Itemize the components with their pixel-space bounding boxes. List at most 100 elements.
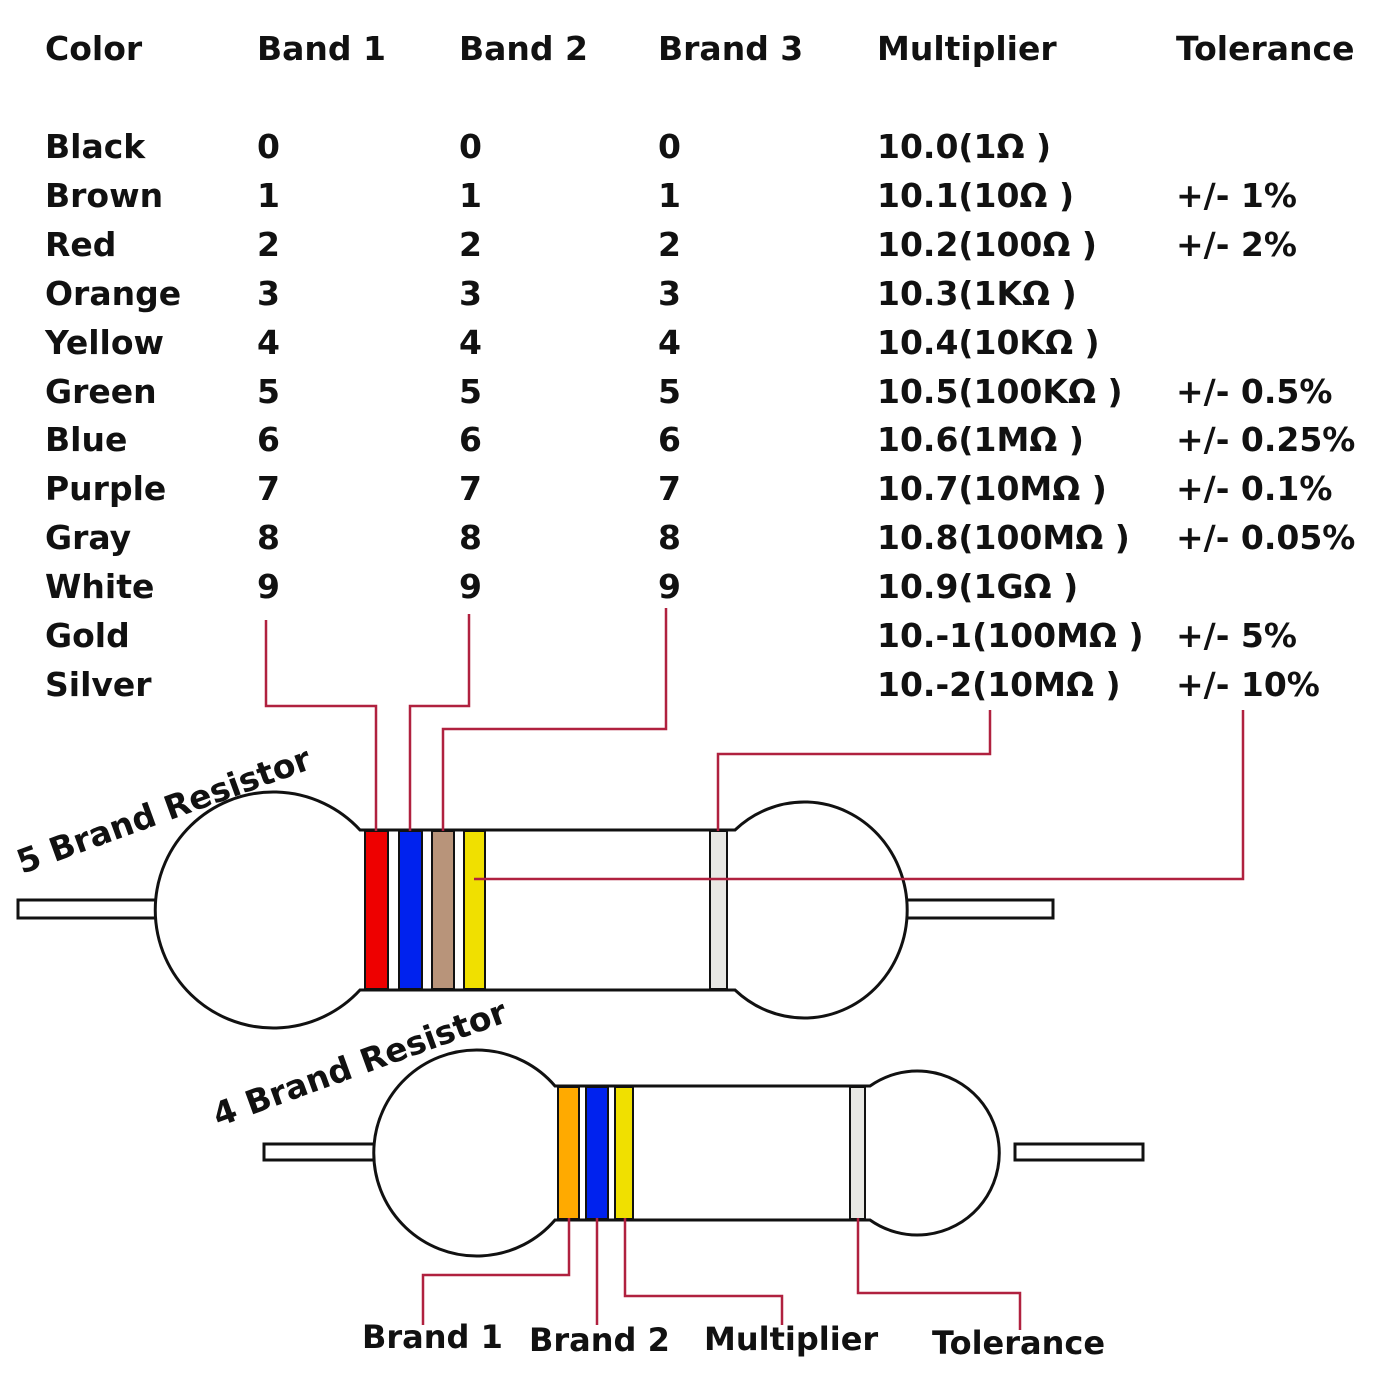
- multiplier-cell: 10.1(10Ω ): [877, 176, 1074, 215]
- band-1-cell: 5: [257, 372, 280, 411]
- band-1-cell: 2: [257, 225, 280, 264]
- multiplier-band: [614, 1086, 634, 1220]
- table-row: Orange 3 3 3 10.3(1KΩ ): [45, 274, 1077, 313]
- tolerance-cell: +/- 10%: [1176, 665, 1320, 704]
- connector-multiplier: [716, 710, 992, 831]
- color-cell: White: [45, 567, 154, 606]
- tolerance-cell: +/- 1%: [1176, 176, 1297, 215]
- header-color: Color: [45, 29, 143, 68]
- band-3-cell: 6: [658, 420, 681, 459]
- band-2-cell: 6: [459, 420, 482, 459]
- color-cell: Yellow: [44, 323, 164, 362]
- band-1-cell: 8: [257, 518, 280, 557]
- multiplier-band: [463, 830, 486, 990]
- tolerance-cell: +/- 0.25%: [1176, 420, 1355, 459]
- multiplier-cell: 10.2(100Ω ): [877, 225, 1097, 264]
- table-row: Silver 10.-2(10MΩ ) +/- 10%: [45, 665, 1320, 704]
- table-row: Yellow 4 4 4 10.4(10KΩ ): [44, 323, 1100, 362]
- multiplier-cell: 10.5(100KΩ ): [877, 372, 1123, 411]
- resistor-body: [153, 790, 909, 1030]
- tolerance-cell: +/- 2%: [1176, 225, 1297, 264]
- table-row: Brown 1 1 1 10.1(10Ω ) +/- 1%: [45, 176, 1297, 215]
- header-multiplier: Multiplier: [877, 29, 1057, 68]
- tolerance-band: [709, 830, 728, 990]
- color-cell: Orange: [45, 274, 181, 313]
- table-row: Blue 6 6 6 10.6(1MΩ ) +/- 0.25%: [45, 420, 1355, 459]
- four-band-resistor: 4 Brand Resistor: [207, 992, 1145, 1258]
- band-2-cell: 4: [459, 323, 482, 362]
- tolerance-band: [849, 1086, 866, 1220]
- band-2-blue: [398, 830, 423, 990]
- header-band-2: Band 2: [459, 29, 588, 68]
- multiplier-cell: 10.4(10KΩ ): [877, 323, 1100, 362]
- connector-multiplier-4band: [623, 1218, 784, 1325]
- right-lead-wire: [1013, 1142, 1145, 1162]
- band-3-brown: [431, 830, 455, 990]
- five-band-resistor: 5 Brand Resistor: [11, 739, 1055, 1030]
- connector-lines: [264, 608, 1245, 1330]
- band-2-cell: 3: [459, 274, 482, 313]
- tolerance-cell: +/- 5%: [1176, 616, 1297, 655]
- band-3-cell: 1: [658, 176, 681, 215]
- table-row: Green 5 5 5 10.5(100KΩ ) +/- 0.5%: [45, 372, 1332, 411]
- band-1-cell: 9: [257, 567, 280, 606]
- band-2-blue: [585, 1086, 609, 1220]
- band-1-cell: 6: [257, 420, 280, 459]
- band-3-cell: 7: [658, 469, 681, 508]
- header-band-1: Band 1: [257, 29, 386, 68]
- multiplier-cell: 10.7(10MΩ ): [877, 469, 1107, 508]
- color-cell: Brown: [45, 176, 163, 215]
- header-tolerance: Tolerance: [1176, 29, 1354, 68]
- label-brand-1: Brand 1: [362, 1318, 503, 1356]
- band-3-cell: 2: [658, 225, 681, 264]
- multiplier-cell: 10.-1(100MΩ ): [877, 616, 1144, 655]
- band-2-cell: 7: [459, 469, 482, 508]
- table-row: Black 0 0 0 10.0(1Ω ): [45, 127, 1051, 166]
- band-2-cell: 2: [459, 225, 482, 264]
- multiplier-cell: 10.3(1KΩ ): [877, 274, 1077, 313]
- color-cell: Black: [45, 127, 146, 166]
- band-1-red: [364, 830, 389, 990]
- multiplier-cell: 10.6(1MΩ ): [877, 420, 1084, 459]
- connector-brand-1: [421, 1218, 571, 1325]
- label-tolerance: Tolerance: [932, 1324, 1105, 1362]
- table-row: Purple 7 7 7 10.7(10MΩ ) +/- 0.1%: [45, 469, 1332, 508]
- band-3-cell: 5: [658, 372, 681, 411]
- band-2-cell: 1: [459, 176, 482, 215]
- band-2-cell: 5: [459, 372, 482, 411]
- color-cell: Green: [45, 372, 157, 411]
- table-row: Gold 10.-1(100MΩ ) +/- 5%: [45, 616, 1297, 655]
- tolerance-cell: +/- 0.5%: [1176, 372, 1332, 411]
- tolerance-cell: +/- 0.05%: [1176, 518, 1355, 557]
- right-lead-wire: [903, 898, 1055, 920]
- tolerance-cell: +/- 0.1%: [1176, 469, 1332, 508]
- color-cell: Purple: [45, 469, 166, 508]
- color-cell: Gray: [45, 518, 131, 557]
- table-header: Color Band 1 Band 2 Brand 3 Multiplier T…: [45, 29, 1354, 68]
- table-row: Gray 8 8 8 10.8(100MΩ ) +/- 0.05%: [45, 518, 1355, 557]
- band-3-cell: 4: [658, 323, 681, 362]
- connector-band-2: [408, 614, 471, 831]
- band-1-cell: 4: [257, 323, 280, 362]
- band-3-cell: 9: [658, 567, 681, 606]
- connector-tolerance-4band: [856, 1218, 1022, 1330]
- connector-band-1: [264, 620, 378, 831]
- color-cell: Gold: [45, 616, 130, 655]
- band-3-cell: 3: [658, 274, 681, 313]
- band-1-cell: 0: [257, 127, 280, 166]
- resistor-body: [372, 1048, 1001, 1258]
- color-cell: Blue: [45, 420, 127, 459]
- connector-band-3: [441, 608, 668, 831]
- band-2-cell: 9: [459, 567, 482, 606]
- band-1-orange: [557, 1086, 580, 1220]
- band-2-cell: 8: [459, 518, 482, 557]
- connector-tolerance: [474, 710, 1245, 881]
- multiplier-cell: 10.0(1Ω ): [877, 127, 1051, 166]
- band-1-cell: 1: [257, 176, 280, 215]
- color-cell: Red: [45, 225, 116, 264]
- multiplier-cell: 10.9(1GΩ ): [877, 567, 1078, 606]
- band-1-cell: 7: [257, 469, 280, 508]
- bottom-labels: Brand 1 Brand 2 Multiplier Tolerance: [362, 1318, 1105, 1362]
- label-brand-2: Brand 2: [529, 1321, 670, 1359]
